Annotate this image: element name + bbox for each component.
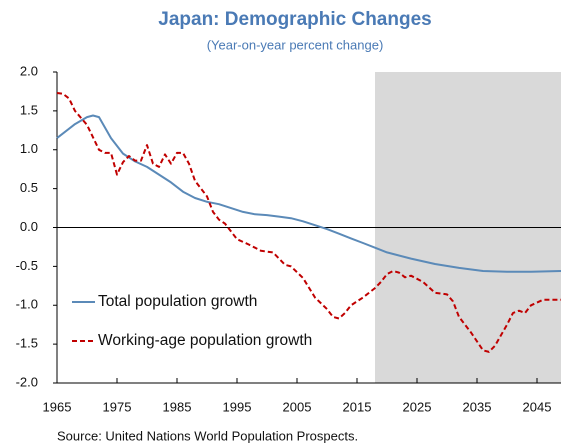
x-tick-label: 1975: [103, 399, 132, 414]
y-tick-label: -0.5: [16, 258, 38, 273]
y-tick-label: 0.5: [20, 180, 38, 195]
chart-subtitle: (Year-on-year percent change): [207, 37, 384, 52]
chart-title: Japan: Demographic Changes: [158, 9, 431, 30]
x-tick-label: 2005: [283, 399, 312, 414]
x-tick-label: 1965: [43, 399, 72, 414]
series-line: [56, 92, 561, 353]
y-tick-label: -1.5: [16, 336, 38, 351]
legend-label: Working-age population growth: [98, 332, 312, 349]
y-tick-label: 0.0: [20, 219, 38, 234]
y-tick-label: -2.0: [16, 374, 38, 389]
series-line: [56, 114, 561, 273]
x-tick-label: 2045: [523, 399, 552, 414]
legend-label: Total population growth: [98, 293, 257, 310]
source-note: Source: United Nations World Population …: [57, 428, 358, 443]
y-tick-label: -1.0: [16, 297, 38, 312]
y-tick-label: 1.0: [20, 141, 38, 156]
x-tick-label: 1995: [223, 399, 252, 414]
x-tick-label: 1985: [163, 399, 192, 414]
y-tick-label: 1.5: [20, 102, 38, 117]
y-tick-label: 2.0: [20, 63, 38, 78]
x-tick-label: 2025: [403, 399, 432, 414]
x-tick-label: 2015: [343, 399, 372, 414]
x-tick-label: 2035: [463, 399, 492, 414]
